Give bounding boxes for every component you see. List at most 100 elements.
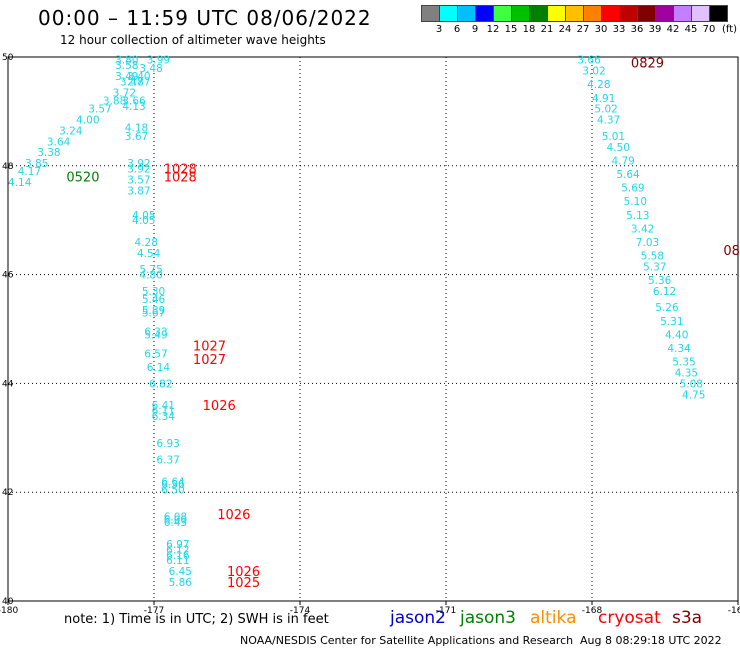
color-scale-label: 12 — [486, 24, 500, 35]
x-tick-label: -174 — [290, 606, 311, 616]
pass-time-label: 1025 — [227, 576, 260, 591]
swh-label: 4.75 — [682, 389, 705, 401]
swh-label: 5.86 — [169, 577, 193, 589]
swh-label: 5.36 — [648, 275, 672, 287]
swh-label: 3.42 — [631, 223, 654, 235]
swh-label: 5.75 — [139, 264, 162, 276]
color-scale-label: 18 — [522, 24, 536, 35]
swh-label: 3.67 — [125, 131, 148, 143]
swh-label: 5.31 — [660, 316, 683, 328]
swh-label: 6.14 — [147, 362, 171, 374]
legend-altika: altika — [530, 608, 577, 628]
swh-label: 4.40 — [665, 329, 688, 341]
y-tick-label: 48 — [2, 162, 14, 172]
swh-label: 4.14 — [8, 177, 32, 189]
credit-text: NOAA/NESDIS Center for Satellite Applica… — [240, 634, 574, 647]
swh-label: 2.87 — [127, 76, 150, 88]
swh-label: 6.16 — [166, 550, 190, 562]
pass-time-label: 1028 — [164, 171, 197, 186]
x-tick-label: -168 — [582, 606, 603, 616]
swh-label: 6.93 — [156, 438, 179, 450]
swh-label: 3.66 — [122, 96, 146, 108]
swh-label: 3.58 — [115, 60, 138, 72]
swh-label: 6.37 — [156, 455, 179, 467]
y-tick-label: 40 — [2, 597, 14, 607]
swh-label: 3.47 — [120, 76, 143, 88]
swh-label: 3.40 — [127, 71, 150, 83]
swh-label: 5.89 — [142, 305, 165, 317]
swh-label: 7.03 — [636, 237, 659, 249]
swh-label: 5.01 — [602, 131, 625, 143]
swh-label: 4.00 — [76, 115, 99, 127]
swh-label: 4.05 — [132, 210, 155, 222]
swh-label: 4.50 — [607, 142, 630, 154]
color-scale-label: 24 — [558, 24, 572, 35]
color-scale-label: 9 — [471, 24, 479, 35]
color-scale-label: 70 — [702, 24, 716, 35]
swh-label: 4.54 — [137, 248, 161, 260]
y-tick-label: 44 — [2, 379, 14, 389]
color-scale-label: 42 — [666, 24, 680, 35]
swh-label: 3.38 — [37, 147, 60, 159]
color-scale-label: 33 — [612, 24, 626, 35]
swh-label: 3.88 — [103, 96, 126, 108]
swh-label: 5.10 — [624, 196, 647, 208]
x-tick-label: -180 — [0, 606, 18, 616]
swh-label: 5.64 — [616, 169, 640, 181]
swh-label: 6.56 — [161, 479, 185, 491]
swh-label: 3.92 — [127, 164, 150, 176]
color-scale-label: 39 — [648, 24, 662, 35]
color-scale-label: 15 — [504, 24, 518, 35]
x-tick-label: -171 — [436, 606, 456, 616]
swh-label: 6.11 — [152, 406, 175, 418]
swh-label: 4.79 — [611, 155, 634, 167]
swh-label: 6.82 — [149, 378, 172, 390]
swh-label: 5.67 — [142, 308, 165, 320]
swh-label: 3.57 — [88, 104, 111, 116]
swh-label: 3.24 — [59, 125, 83, 137]
swh-label: 4.13 — [122, 101, 145, 113]
swh-label: 6.08 — [164, 512, 187, 524]
page-subtitle: 12 hour collection of altimeter wave hei… — [60, 33, 326, 47]
color-scale-labels: 3 6 9 12 15 18 21 24 27 30 33 36 39 42 45 70 (ft) — [422, 22, 737, 36]
swh-label: 5.69 — [621, 183, 644, 195]
swh-label: 4.37 — [597, 115, 620, 127]
pass-time-label: 0819 — [723, 244, 740, 259]
color-scale-label: 6 — [453, 24, 461, 35]
plot-frame — [7, 56, 739, 602]
swh-label: 3.49 — [115, 71, 138, 83]
color-scale-label: 27 — [576, 24, 590, 35]
swh-label: 5.35 — [672, 357, 695, 369]
swh-label: 4.34 — [667, 343, 691, 355]
swh-label: 5.46 — [142, 294, 166, 306]
color-scale-label: 36 — [630, 24, 644, 35]
swh-label: 5.26 — [655, 302, 679, 314]
swh-label: 5.49 — [144, 329, 167, 341]
x-tick-label: -165 — [728, 606, 740, 616]
generated-timestamp: Aug 8 08:29:18 UTC 2022 — [580, 634, 722, 647]
pass-time-label: 1027 — [193, 353, 226, 368]
pass-time-label: 1028 — [164, 163, 197, 178]
swh-label: 5.58 — [641, 251, 664, 263]
swh-label: 4.18 — [125, 123, 148, 135]
y-tick-label: 42 — [2, 488, 13, 498]
swh-label: 4.80 — [139, 270, 162, 282]
swh-label: 5.08 — [680, 378, 703, 390]
swh-label: 3.85 — [25, 158, 48, 170]
pass-time-label: 0829 — [631, 56, 664, 71]
pass-time-label: 1026 — [227, 565, 260, 580]
y-tick-label: 50 — [2, 53, 14, 63]
color-scale-swatch — [709, 5, 728, 22]
x-tick-label: -177 — [144, 606, 164, 616]
swh-label: 4.05 — [132, 215, 155, 227]
swh-label: 6.12 — [653, 286, 676, 298]
color-scale: 3 6 9 12 15 18 21 24 27 30 33 36 39 42 45 70 (ft) — [421, 5, 737, 36]
swh-label: 6.97 — [166, 539, 189, 551]
y-tick-label: 46 — [2, 271, 14, 281]
swh-label: 6.50 — [161, 484, 184, 496]
color-scale-swatches — [421, 5, 728, 22]
swh-label: 6.43 — [164, 517, 187, 529]
swh-label: 5.30 — [142, 286, 165, 298]
swh-label: 5.13 — [626, 210, 649, 222]
pass-time-label: 0520 — [66, 171, 99, 186]
